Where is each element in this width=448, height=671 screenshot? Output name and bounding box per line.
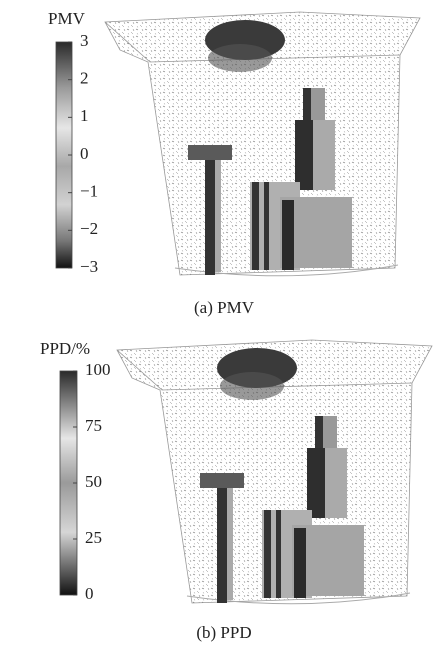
- scene-pmv: [104, 11, 421, 277]
- colorbar-tick-label: 0: [85, 584, 94, 603]
- colorbar-tick-label: 2: [80, 69, 89, 88]
- colorbar-tick-label: −3: [80, 257, 98, 276]
- caption: (a) PMV: [194, 298, 255, 317]
- colorbar-tick-label: −1: [80, 182, 98, 201]
- caption: (b) PPD: [196, 623, 251, 642]
- colorbar-tick-label: −2: [80, 219, 98, 238]
- colorbar-title: PPD/%: [40, 339, 90, 358]
- colorbar-tick-label: 1: [80, 106, 89, 125]
- colorbar-tick-label: 3: [80, 31, 89, 50]
- colorbar-tick-label: 50: [85, 472, 102, 491]
- colorbar-tick-label: 100: [85, 360, 111, 379]
- colorbar-tick-label: 0: [80, 144, 89, 163]
- colorbar-title: PMV: [48, 9, 86, 28]
- colorbar-tick-label: 25: [85, 528, 102, 547]
- scene-ppd: [116, 339, 433, 605]
- colorbar-tick-label: 75: [85, 416, 102, 435]
